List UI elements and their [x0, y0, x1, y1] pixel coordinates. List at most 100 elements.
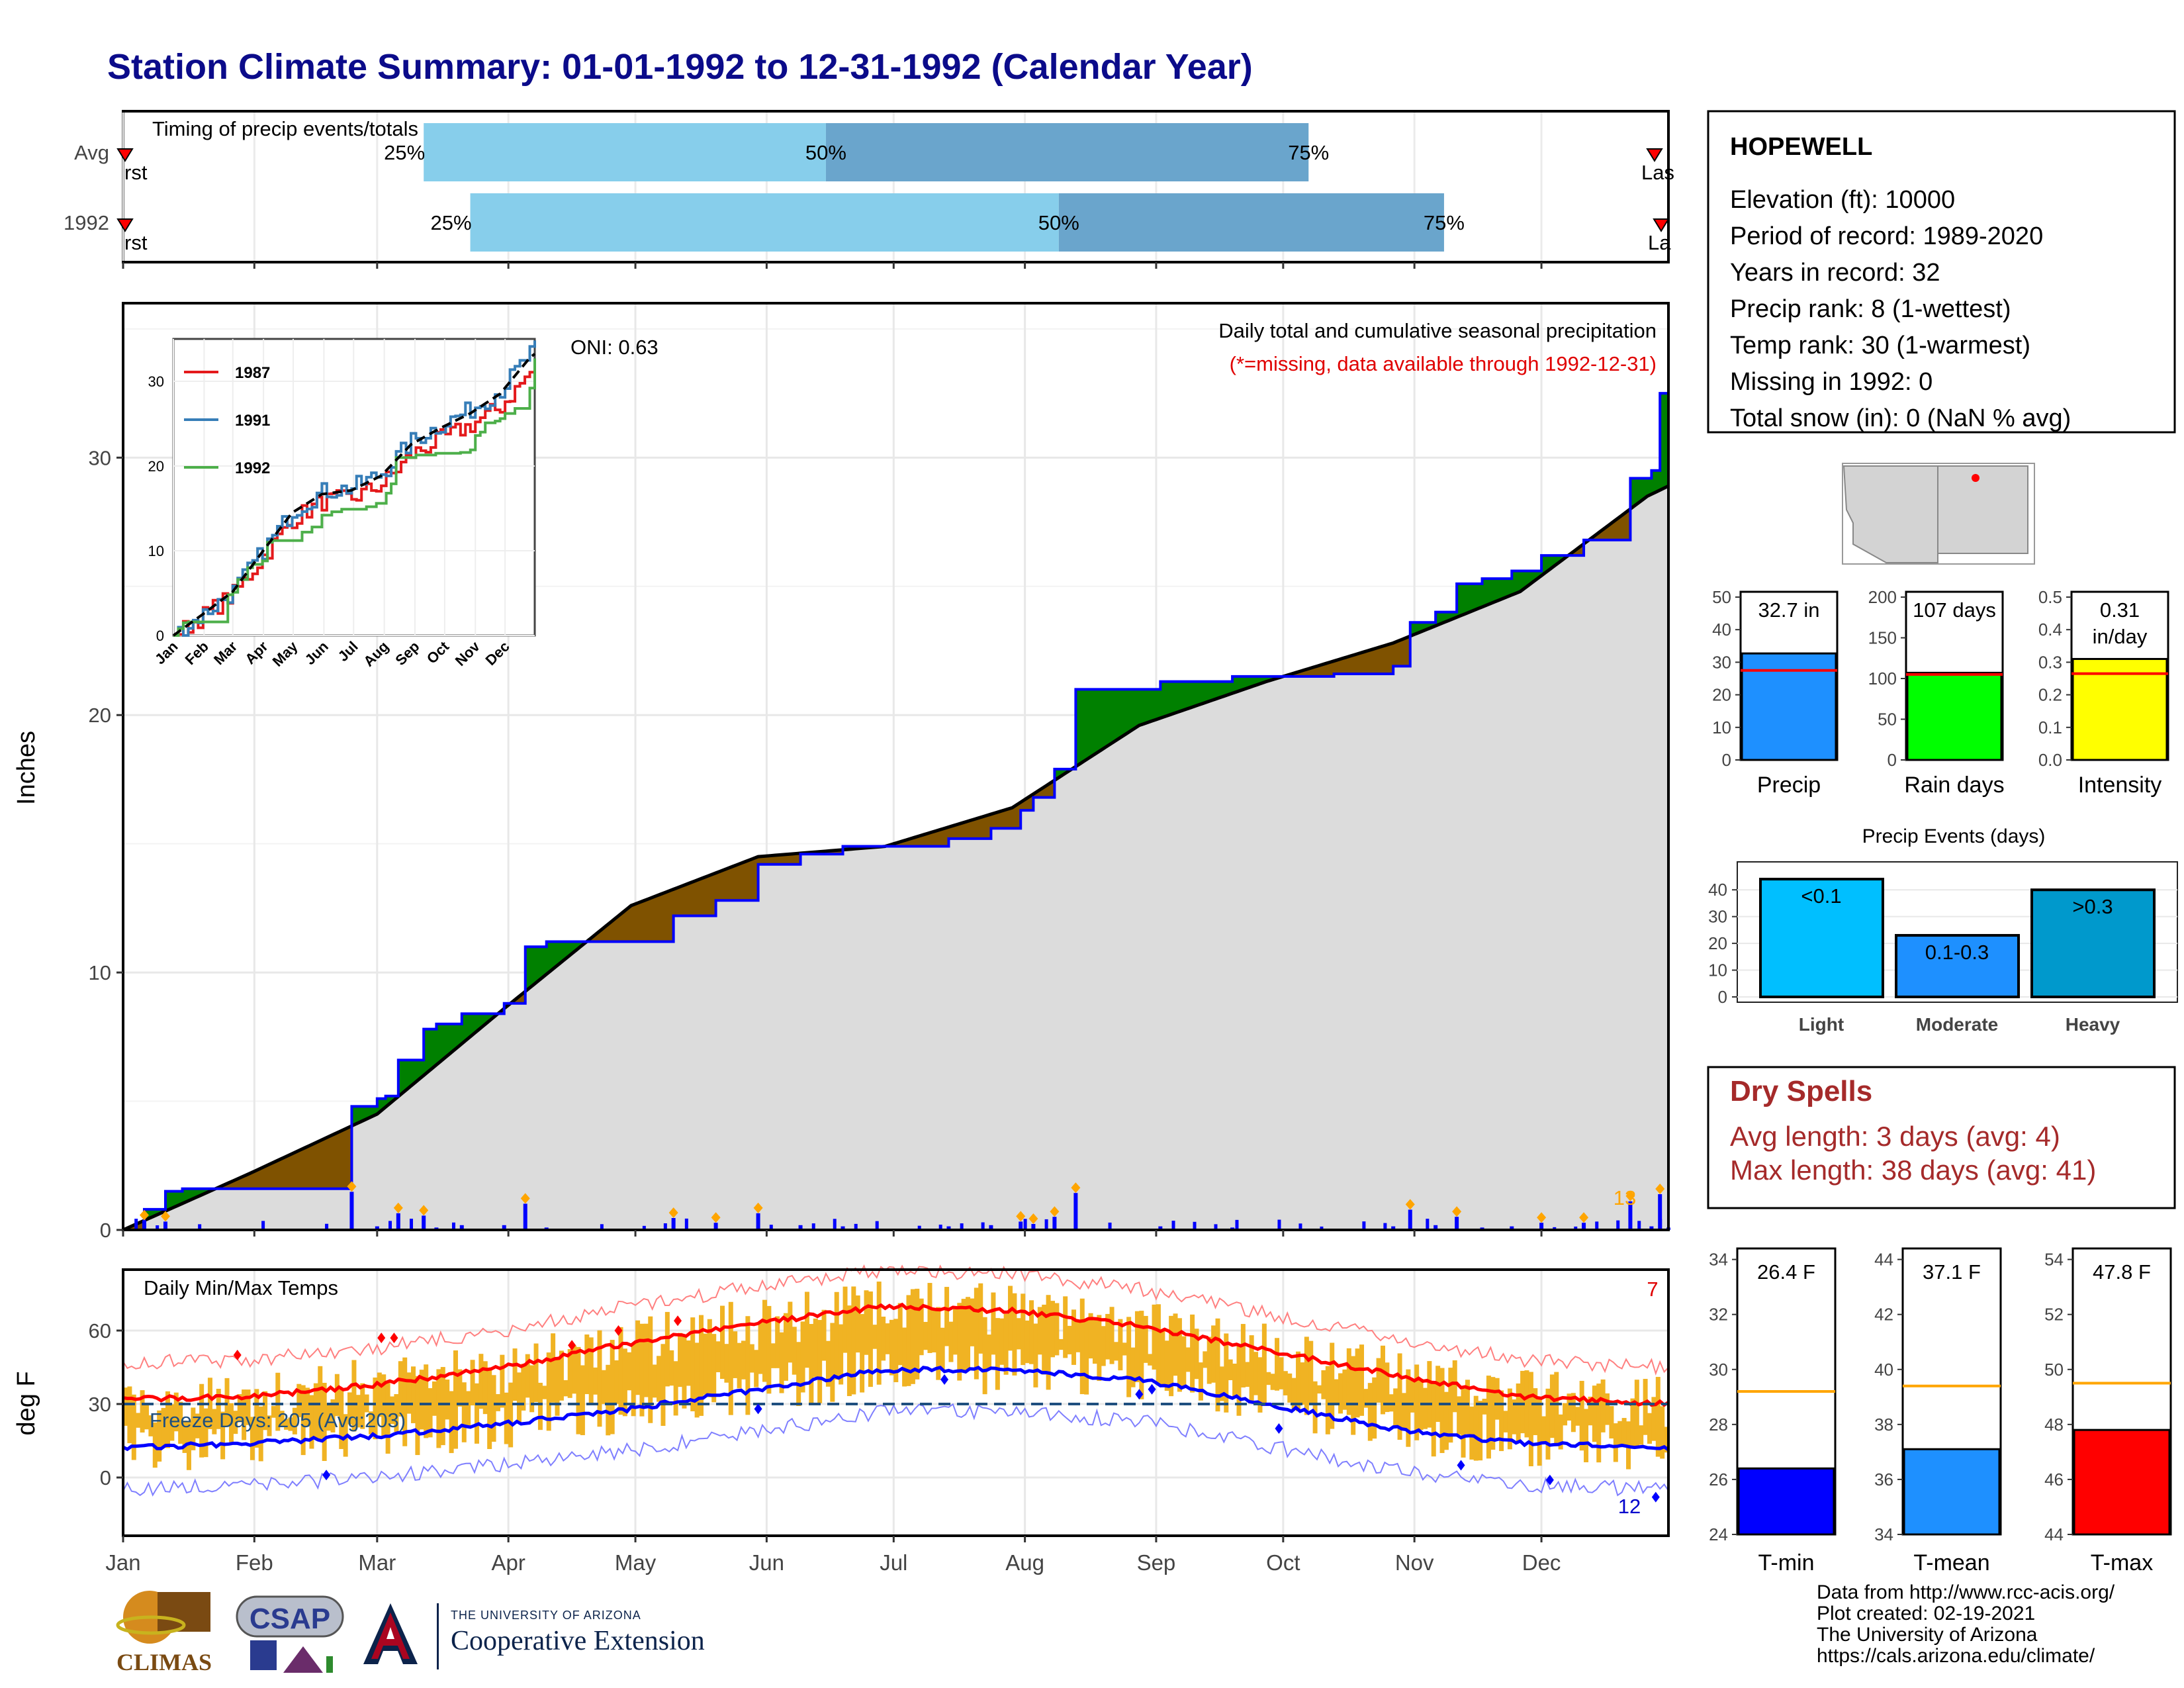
temp-daily-bar	[508, 1382, 514, 1448]
daily-precip-bar	[1455, 1217, 1459, 1230]
locator-map	[1842, 463, 2035, 565]
temp-daily-bar	[618, 1327, 623, 1415]
temp-daily-bar	[762, 1299, 767, 1382]
temp-daily-bar	[334, 1374, 340, 1417]
temp-daily-bar	[745, 1316, 751, 1415]
temp-daily-bar	[1643, 1379, 1648, 1435]
timing-bar-q3	[825, 123, 1309, 181]
daily-precip-bar	[198, 1224, 202, 1230]
temp-daily-bar	[1101, 1326, 1106, 1366]
last-label: La	[1648, 231, 1671, 254]
temp-daily-bar	[1503, 1411, 1508, 1432]
temp-daily-bar	[792, 1327, 797, 1375]
temp-daily-bar	[572, 1345, 577, 1394]
temp-daily-bar	[614, 1360, 619, 1404]
last-marker	[1646, 148, 1663, 162]
temp-daily-bar	[1431, 1381, 1436, 1457]
temp-daily-bar	[1143, 1315, 1148, 1363]
temp-daily-bar	[516, 1372, 522, 1424]
daily-precip-bar	[981, 1222, 985, 1230]
temp-daily-bar	[1236, 1344, 1242, 1416]
temp-daily-bar	[673, 1361, 678, 1416]
inset-legend: 1987 1991 1992	[184, 364, 270, 477]
temp-daily-bar	[1584, 1409, 1589, 1463]
heavy-day-marker	[1452, 1206, 1462, 1217]
y-tick-label: 50	[1712, 587, 1731, 607]
temp-daily-bar	[682, 1335, 687, 1409]
temp-summary-value: 37.1 F	[1923, 1260, 1981, 1284]
temp-daily-bar	[1283, 1371, 1288, 1395]
climas-logo-text: CLIMAS	[116, 1649, 212, 1675]
temp-daily-bar	[1097, 1315, 1102, 1382]
temp-daily-bar	[432, 1381, 437, 1416]
temp-daily-bar	[424, 1364, 429, 1438]
temp-daily-bar	[839, 1324, 844, 1385]
daily-precip-bar	[156, 1225, 159, 1230]
temp-daily-bar	[741, 1340, 746, 1380]
temp-daily-bar	[1478, 1401, 1483, 1461]
temp-summary-value: 26.4 F	[1757, 1260, 1815, 1284]
temp-daily-bar	[1033, 1323, 1038, 1387]
station-line: Missing in 1992: 0	[1730, 368, 1933, 396]
month-label: Mar	[358, 1550, 396, 1575]
daily-precip-bar	[1510, 1226, 1514, 1230]
temp-daily-bar	[131, 1394, 136, 1460]
avg-tmax-line	[122, 1302, 1670, 1407]
temp-daily-bar	[1240, 1324, 1246, 1387]
temp-daily-bar	[1621, 1418, 1627, 1446]
daily-precip-bar	[459, 1225, 464, 1230]
temp-daily-bar	[284, 1419, 289, 1430]
temp-daily-bar	[749, 1344, 754, 1373]
temp-daily-bar	[622, 1348, 627, 1417]
temp-daily-bar	[385, 1382, 390, 1454]
temp-daily-bar	[482, 1361, 488, 1415]
daily-precip-bar	[1073, 1193, 1078, 1230]
y-tick-label: 26	[1709, 1470, 1728, 1489]
temp-daily-bar	[800, 1321, 805, 1393]
temp-daily-bar	[1164, 1340, 1169, 1391]
daily-precip-bar	[769, 1225, 773, 1230]
temp-daily-bar	[461, 1382, 467, 1442]
temp-daily-bar	[974, 1288, 979, 1380]
temp-daily-bar	[1334, 1379, 1339, 1405]
summary-value-unit: in/day	[2093, 625, 2148, 648]
daily-precip-bar	[502, 1225, 506, 1230]
inset-legend-label: 1991	[235, 412, 270, 430]
temp-daily-bar	[555, 1357, 560, 1416]
daily-precip-bar	[833, 1219, 837, 1230]
daily-precip-bar	[1582, 1223, 1586, 1230]
temp-daily-bar	[191, 1407, 196, 1450]
temp-bottom-count: 12	[1618, 1495, 1641, 1518]
y-tick-label: 0	[1722, 750, 1731, 770]
daily-precip-bar	[1214, 1224, 1218, 1230]
temp-daily-bar	[1639, 1425, 1644, 1445]
temp-daily-bar	[927, 1283, 933, 1353]
temp-daily-bar	[1008, 1286, 1013, 1351]
last-marker	[1653, 218, 1670, 232]
daily-precip-bar	[1553, 1227, 1557, 1230]
temp-daily-bar	[250, 1417, 255, 1460]
heavy-day-marker	[1625, 1190, 1635, 1201]
temp-daily-bar	[1084, 1319, 1089, 1395]
y-tick-label: 20	[89, 704, 111, 727]
y-tick-label: 0.1	[2038, 718, 2062, 737]
temp-daily-bar	[1275, 1338, 1280, 1391]
precip-note-1: Daily total and cumulative seasonal prec…	[1218, 319, 1657, 342]
inset-lines	[172, 340, 536, 637]
last-label: Las	[1641, 161, 1674, 184]
temp-daily-bar	[123, 1387, 128, 1426]
y-tick-label: 28	[1709, 1415, 1728, 1434]
y-tick-label: 0	[1718, 987, 1727, 1007]
temp-daily-bar	[1439, 1368, 1445, 1454]
temp-daily-bar	[1651, 1397, 1657, 1441]
temp-daily-bar	[1592, 1385, 1597, 1442]
timing-pct-label: 25%	[384, 141, 425, 164]
temp-daily-bar	[1211, 1325, 1216, 1383]
temp-daily-bar	[453, 1350, 458, 1449]
temp-daily-bar	[1304, 1336, 1309, 1415]
timing-title: Timing of precip events/totals	[152, 117, 418, 140]
footer-credits: Data from http://www.rcc-acis.org/ Plot …	[1817, 1582, 2115, 1667]
record-low-point	[1545, 1474, 1554, 1485]
temp-daily-bar	[1134, 1311, 1140, 1383]
temp-daily-bar	[369, 1411, 374, 1434]
